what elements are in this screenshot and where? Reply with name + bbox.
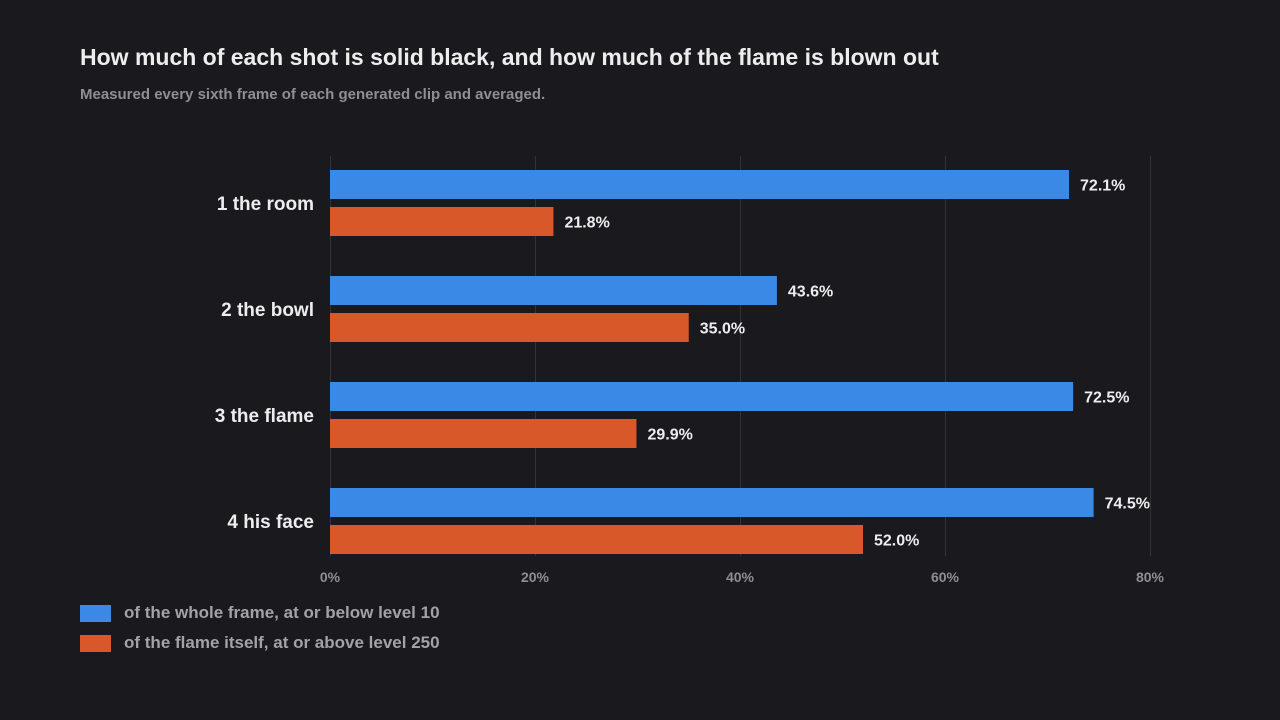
bar-chart: 0% 20% 40% 60% 80% 1 the room 72.1% 21.8% 2 the … [215,156,1165,586]
labels: 0% 20% 40% 60% 80% 1 the room 72.1% 21.8% 2 the … [215,178,1165,586]
x-tick-label-2: 40% [726,569,755,585]
value-label-flame-2: 35.0% [700,321,745,338]
value-label-whole-frame-1: 72.1% [1080,178,1125,195]
value-label-whole-frame-3: 72.5% [1084,390,1129,407]
bar-whole-frame-4 [330,488,1094,517]
bar-flame-1 [330,207,554,236]
x-tick-label-4: 80% [1136,569,1165,585]
category-label-4: 4 his face [227,512,314,533]
bar-flame-3 [330,419,637,448]
legend-item-whole-frame: of the whole frame, at or below level 10 [80,603,440,623]
legend-item-flame: of the flame itself, at or above level 2… [80,633,440,653]
value-label-flame-1: 21.8% [564,215,609,232]
bar-whole-frame-3 [330,382,1074,411]
legend-label-flame: of the flame itself, at or above level 2… [124,633,440,652]
category-label-3: 3 the flame [215,406,314,427]
chart-legend: of the whole frame, at or below level 10… [80,603,440,663]
bar-whole-frame-1 [330,170,1070,199]
category-label-2: 2 the bowl [221,300,314,321]
category-label-1: 1 the room [217,194,314,215]
legend-swatch-orange [80,634,111,652]
bar-flame-4 [330,525,863,554]
value-label-flame-3: 29.9% [647,427,692,444]
value-label-flame-4: 52.0% [874,533,919,550]
x-tick-label-0: 0% [320,569,341,585]
value-label-whole-frame-2: 43.6% [788,284,833,301]
chart-title: How much of each shot is solid black, an… [80,44,939,70]
x-tick-label-3: 60% [931,569,960,585]
legend-swatch-blue [80,604,111,622]
chart-subtitle: Measured every sixth frame of each gener… [80,86,546,103]
x-tick-label-1: 20% [521,569,550,585]
bars [330,170,1094,554]
value-label-whole-frame-4: 74.5% [1105,496,1150,513]
bar-whole-frame-2 [330,276,777,305]
legend-label-whole-frame: of the whole frame, at or below level 10 [124,603,440,622]
bar-flame-2 [330,313,689,342]
